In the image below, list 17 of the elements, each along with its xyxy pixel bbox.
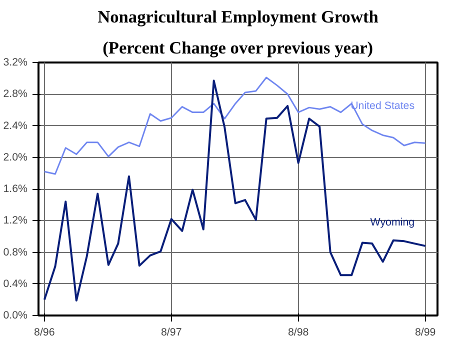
x-tick-label: 8/99	[414, 326, 436, 338]
x-tick-label: 8/98	[288, 326, 309, 338]
x-tick-label: 8/97	[161, 326, 182, 338]
line-series	[44, 76, 426, 175]
y-tick-label: 3.2%	[3, 56, 28, 68]
chart-subtitle: (Percent Change over previous year)	[102, 38, 374, 58]
x-tick-label: 8/96	[34, 326, 55, 338]
y-tick-label: 2.4%	[3, 120, 28, 132]
y-tick-label: 0.0%	[3, 310, 28, 322]
y-tick-label: 2.8%	[3, 88, 28, 100]
chart-title: Nonagricultural Employment Growth	[98, 8, 379, 26]
y-tick-label: 1.6%	[3, 183, 28, 195]
y-tick-label: 1.2%	[3, 214, 28, 227]
y-tick-label: 0.8%	[3, 246, 28, 258]
line-series	[43, 80, 426, 302]
y-tick-label: 0.4%	[3, 278, 28, 290]
y-tick-label: 2.0%	[3, 151, 28, 164]
